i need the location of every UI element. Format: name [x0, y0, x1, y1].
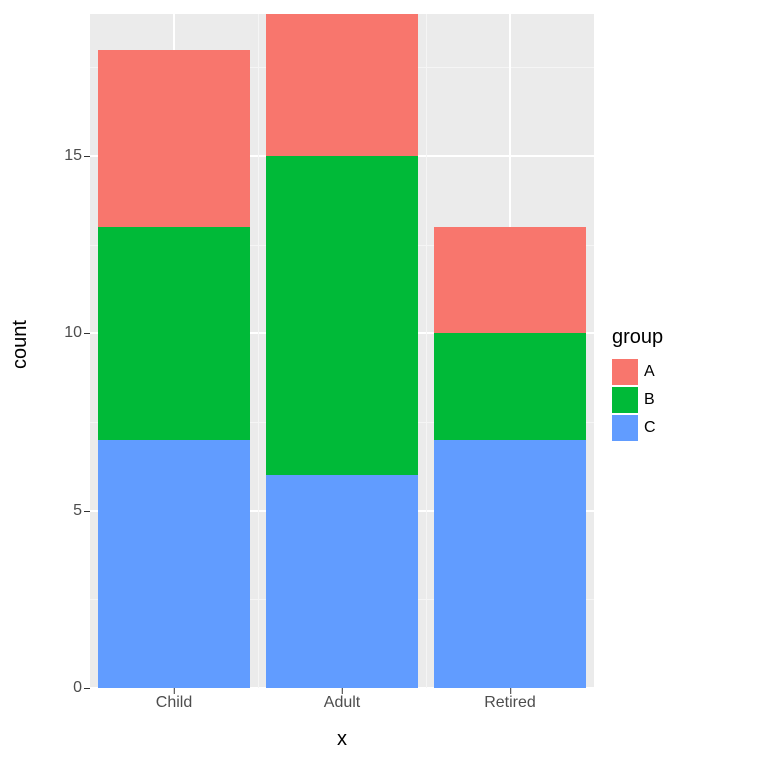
x-tick-mark: [342, 688, 343, 694]
legend-label: A: [644, 363, 655, 381]
grid-minor-v: [258, 14, 259, 688]
bar-segment-B: [434, 333, 585, 439]
y-tick-mark: [84, 688, 90, 689]
y-tick-mark: [84, 156, 90, 157]
bar-segment-B: [98, 227, 249, 440]
legend-key-A: [612, 359, 638, 385]
legend-title: group: [612, 326, 663, 349]
y-tick-mark: [84, 333, 90, 334]
y-axis-title: count: [6, 0, 34, 688]
y-axis-title-text: count: [9, 320, 32, 369]
legend-key-C: [612, 415, 638, 441]
x-tick-label: Child: [156, 694, 192, 711]
y-tick: 10: [32, 324, 82, 342]
x-tick: Retired: [484, 694, 536, 712]
plot-panel: [90, 14, 594, 688]
y-tick-mark: [84, 511, 90, 512]
bar-segment-B: [266, 156, 417, 475]
y-tick: 0: [32, 679, 82, 697]
chart-container: count 0 5 10 15 Child Adult Retired x group A…: [0, 0, 768, 768]
bar-stack: [434, 227, 585, 688]
y-tick: 15: [32, 147, 82, 165]
grid-minor-v: [426, 14, 427, 688]
bar-segment-A: [266, 14, 417, 156]
legend: group ABC: [612, 0, 663, 768]
bar-segment-C: [98, 440, 249, 688]
x-tick-label: Adult: [324, 694, 360, 711]
x-tick: Child: [156, 694, 192, 712]
y-tick: 5: [32, 502, 82, 520]
legend-items: ABC: [612, 357, 663, 443]
bar-stack: [266, 14, 417, 688]
bar-segment-A: [434, 227, 585, 333]
x-tick-label: Retired: [484, 694, 536, 711]
x-tick-mark: [174, 688, 175, 694]
x-axis-title-text: x: [337, 728, 347, 750]
legend-label: C: [644, 419, 656, 437]
x-axis-title: x: [90, 728, 594, 751]
legend-item: C: [612, 415, 663, 441]
bar-segment-A: [98, 50, 249, 227]
legend-item: A: [612, 359, 663, 385]
bar-stack: [98, 50, 249, 689]
legend-label: B: [644, 391, 655, 409]
legend-key-B: [612, 387, 638, 413]
x-tick: Adult: [324, 694, 360, 712]
bar-segment-C: [434, 440, 585, 688]
x-tick-mark: [510, 688, 511, 694]
bar-segment-C: [266, 475, 417, 688]
legend-item: B: [612, 387, 663, 413]
